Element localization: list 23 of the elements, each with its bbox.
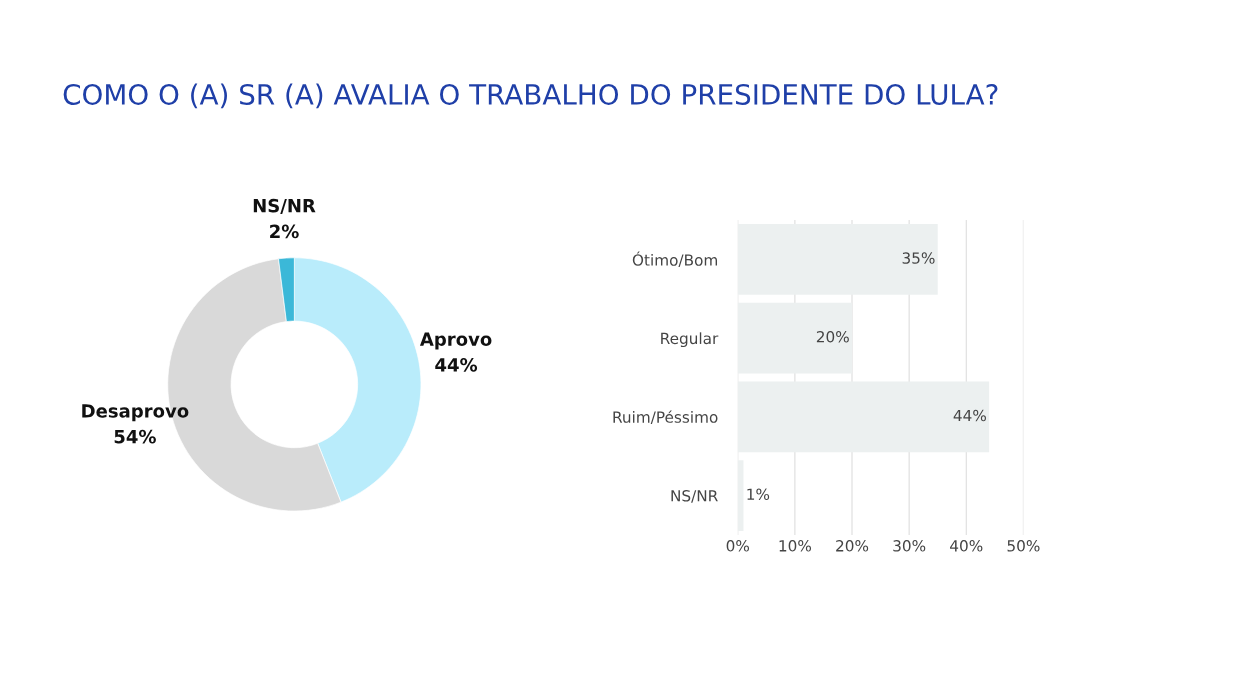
x-tick-label: 40% bbox=[950, 540, 983, 552]
slice-label: Aprovo bbox=[419, 332, 492, 350]
bar bbox=[737, 223, 938, 295]
y-tick-label: Regular bbox=[661, 332, 719, 348]
x-tick-label: 30% bbox=[893, 540, 926, 552]
x-tick-label: 20% bbox=[836, 540, 869, 552]
data-label: 54% bbox=[114, 429, 156, 444]
data-label: 1% bbox=[747, 488, 770, 500]
slice-label: Desaprovo bbox=[82, 404, 189, 422]
x-tick-label: 50% bbox=[1007, 540, 1040, 552]
y-tick-label: NS/NR bbox=[671, 490, 718, 503]
y-tick-label: Ótimo/Bom bbox=[632, 251, 718, 268]
data-label: 35% bbox=[902, 252, 935, 264]
y-tick-label: Ruim/Péssimo bbox=[613, 410, 718, 425]
slice-label: NS/NR bbox=[253, 198, 316, 214]
bar bbox=[737, 381, 990, 453]
data-label: 44% bbox=[435, 357, 478, 372]
chart-title: COMO O (A) SR (A) AVALIA O TRABALHO DO PRESIDENTE DO LULA? bbox=[63, 83, 998, 109]
x-tick-label: 0% bbox=[726, 540, 750, 552]
data-label: 44% bbox=[953, 409, 986, 422]
data-label: 20% bbox=[816, 331, 849, 343]
data-label: 2% bbox=[270, 224, 299, 239]
x-tick-label: 10% bbox=[779, 540, 812, 552]
